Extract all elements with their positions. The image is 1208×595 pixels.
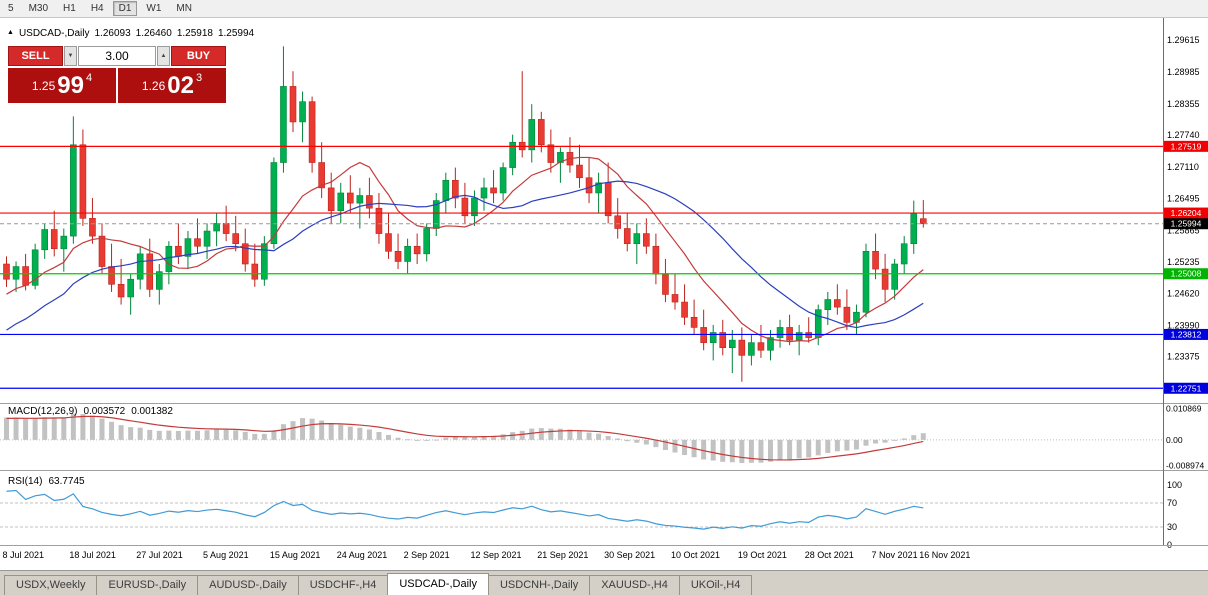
volume-increase-button[interactable]: ▲ — [157, 46, 170, 66]
buy-price-sup: 3 — [195, 72, 203, 84]
svg-text:1.29615: 1.29615 — [1167, 35, 1200, 45]
svg-text:19 Oct 2021: 19 Oct 2021 — [738, 550, 787, 560]
rsi-pane: 10070300 — [0, 480, 1182, 550]
svg-text:5 Aug 2021: 5 Aug 2021 — [203, 550, 249, 560]
svg-text:1.25865: 1.25865 — [1167, 225, 1200, 235]
macd-label: MACD(12,26,9) 0.003572 0.001382 — [8, 406, 173, 417]
rsi-name: RSI(14) — [8, 476, 43, 487]
rsi-label: RSI(14) 63.7745 — [8, 476, 85, 487]
symbol-title: USDCAD-,Daily — [18, 28, 90, 39]
svg-text:1.27110: 1.27110 — [1167, 162, 1199, 172]
chart-window: 1.27519 1.26204 1.25008 1.23812 1.22751 1.259… — [0, 18, 1208, 570]
svg-text:21 Sep 2021: 21 Sep 2021 — [537, 550, 588, 560]
svg-text:1.23812: 1.23812 — [1171, 329, 1202, 339]
buy-price-prefix: 1.26 — [141, 78, 166, 93]
collapse-icon[interactable]: ▲ — [7, 29, 14, 36]
timeframe-d1-button[interactable]: D1 — [112, 1, 138, 16]
svg-text:1.23990: 1.23990 — [1167, 320, 1200, 330]
svg-text:-0.008974: -0.008974 — [1166, 461, 1205, 471]
svg-text:1.28355: 1.28355 — [1167, 99, 1200, 109]
svg-text:10 Oct 2021: 10 Oct 2021 — [671, 550, 720, 560]
price-axis: 1.29615 1.28985 1.28355 1.27740 1.27110 1.264… — [1167, 35, 1200, 362]
volume-decrease-button[interactable]: ▼ — [64, 46, 77, 66]
buy-price-display[interactable]: 1.26 02 3 — [118, 68, 226, 103]
svg-text:1.25235: 1.25235 — [1167, 257, 1200, 267]
svg-text:15 Aug 2021: 15 Aug 2021 — [270, 550, 321, 560]
sell-price-big: 99 — [57, 71, 84, 99]
volume-input[interactable]: 3.00 — [78, 46, 156, 66]
candlesticks — [3, 46, 927, 382]
date-axis: 8 Jul 2021 18 Jul 2021 27 Jul 2021 5 Aug 20… — [3, 550, 971, 560]
ohlc-close: 1.25994 — [217, 28, 255, 39]
svg-text:8 Jul 2021: 8 Jul 2021 — [3, 550, 45, 560]
svg-text:24 Aug 2021: 24 Aug 2021 — [337, 550, 388, 560]
sell-price-prefix: 1.25 — [31, 78, 56, 93]
svg-text:1.27519: 1.27519 — [1171, 141, 1202, 151]
macd-value: 0.003572 — [83, 406, 126, 417]
symbol-ohlc-line: ▲ USDCAD-,Daily 1.26093 1.26460 1.25918 … — [7, 28, 254, 39]
macd-name: MACD(12,26,9) — [8, 406, 78, 417]
tab-usdcad-daily[interactable]: USDCAD-,Daily — [387, 573, 489, 595]
spin-down-icon: ▼ — [67, 53, 74, 59]
timeframe-m30-button[interactable]: M30 — [23, 1, 54, 16]
tab-usdcnh-daily[interactable]: USDCNH-,Daily — [487, 575, 591, 595]
timeframe-mn-button[interactable]: MN — [170, 1, 198, 16]
svg-text:27 Jul 2021: 27 Jul 2021 — [136, 550, 183, 560]
svg-text:30 Sep 2021: 30 Sep 2021 — [604, 550, 655, 560]
svg-text:16 Nov 2021: 16 Nov 2021 — [919, 550, 970, 560]
macd-signal-value: 0.001382 — [131, 406, 173, 417]
svg-text:1.24620: 1.24620 — [1167, 288, 1200, 298]
svg-text:1.23375: 1.23375 — [1167, 352, 1200, 362]
svg-text:12 Sep 2021: 12 Sep 2021 — [470, 550, 521, 560]
timeframe-h4-button[interactable]: H4 — [85, 1, 110, 16]
tab-eurusd-daily[interactable]: EURUSD-,Daily — [96, 575, 199, 595]
one-click-trading-panel: SELL ▼ 3.00 ▲ BUY 1.25 99 4 1.26 02 3 — [8, 46, 226, 103]
tab-usdx-weekly[interactable]: USDX,Weekly — [4, 575, 98, 595]
chart-frame — [0, 18, 1208, 546]
svg-text:2 Sep 2021: 2 Sep 2021 — [404, 550, 450, 560]
sell-price-sup: 4 — [85, 72, 93, 84]
svg-text:1.25994: 1.25994 — [1171, 219, 1202, 229]
tab-audusd-daily[interactable]: AUDUSD-,Daily — [197, 575, 299, 595]
moving-averages — [6, 156, 924, 343]
tab-ukoil-h4[interactable]: UKOil-,H4 — [678, 575, 753, 595]
timeframe-m5-button[interactable]: 5 — [2, 1, 20, 16]
timeframe-w1-button[interactable]: W1 — [140, 1, 167, 16]
tab-xauusd-h4[interactable]: XAUUSD-,H4 — [589, 575, 680, 595]
ohlc-high: 1.26460 — [135, 28, 172, 39]
chart-canvas[interactable]: 1.27519 1.26204 1.25008 1.23812 1.22751 1.259… — [0, 18, 1208, 570]
svg-text:30: 30 — [1167, 522, 1177, 532]
svg-text:1.27740: 1.27740 — [1167, 130, 1200, 140]
svg-text:1.22751: 1.22751 — [1171, 383, 1202, 393]
svg-text:18 Jul 2021: 18 Jul 2021 — [69, 550, 116, 560]
timeframe-h1-button[interactable]: H1 — [57, 1, 82, 16]
rsi-value: 63.7745 — [48, 476, 85, 487]
svg-text:28 Oct 2021: 28 Oct 2021 — [805, 550, 854, 560]
svg-text:1.26204: 1.26204 — [1171, 208, 1202, 218]
svg-text:100: 100 — [1167, 480, 1182, 490]
buy-price-big: 02 — [167, 71, 194, 99]
current-price: 1.25994 — [0, 218, 1208, 230]
macd-pane: 0.010869 0.00 -0.008974 — [0, 404, 1205, 471]
ohlc-open: 1.26093 — [94, 28, 131, 39]
chart-tabbar: USDX,Weekly EURUSD-,Daily AUDUSD-,Daily … — [0, 570, 1208, 595]
spin-up-icon: ▲ — [160, 53, 167, 59]
svg-text:1.26495: 1.26495 — [1167, 193, 1200, 203]
svg-text:1.28985: 1.28985 — [1167, 67, 1200, 77]
buy-button[interactable]: BUY — [171, 46, 226, 66]
svg-text:1.25008: 1.25008 — [1171, 269, 1202, 279]
horizontal-levels: 1.27519 1.26204 1.25008 1.23812 1.22751 — [0, 140, 1208, 394]
sell-button[interactable]: SELL — [8, 46, 63, 66]
tab-usdchf-h4[interactable]: USDCHF-,H4 — [297, 575, 389, 595]
sell-price-display[interactable]: 1.25 99 4 — [8, 68, 116, 103]
svg-text:0.00: 0.00 — [1166, 435, 1183, 445]
svg-text:7 Nov 2021: 7 Nov 2021 — [872, 550, 918, 560]
timeframe-toolbar: 5 M30 H1 H4 D1 W1 MN — [0, 0, 1208, 18]
svg-text:70: 70 — [1167, 498, 1177, 508]
svg-text:0.010869: 0.010869 — [1166, 404, 1202, 414]
ohlc-low: 1.25918 — [176, 28, 213, 39]
